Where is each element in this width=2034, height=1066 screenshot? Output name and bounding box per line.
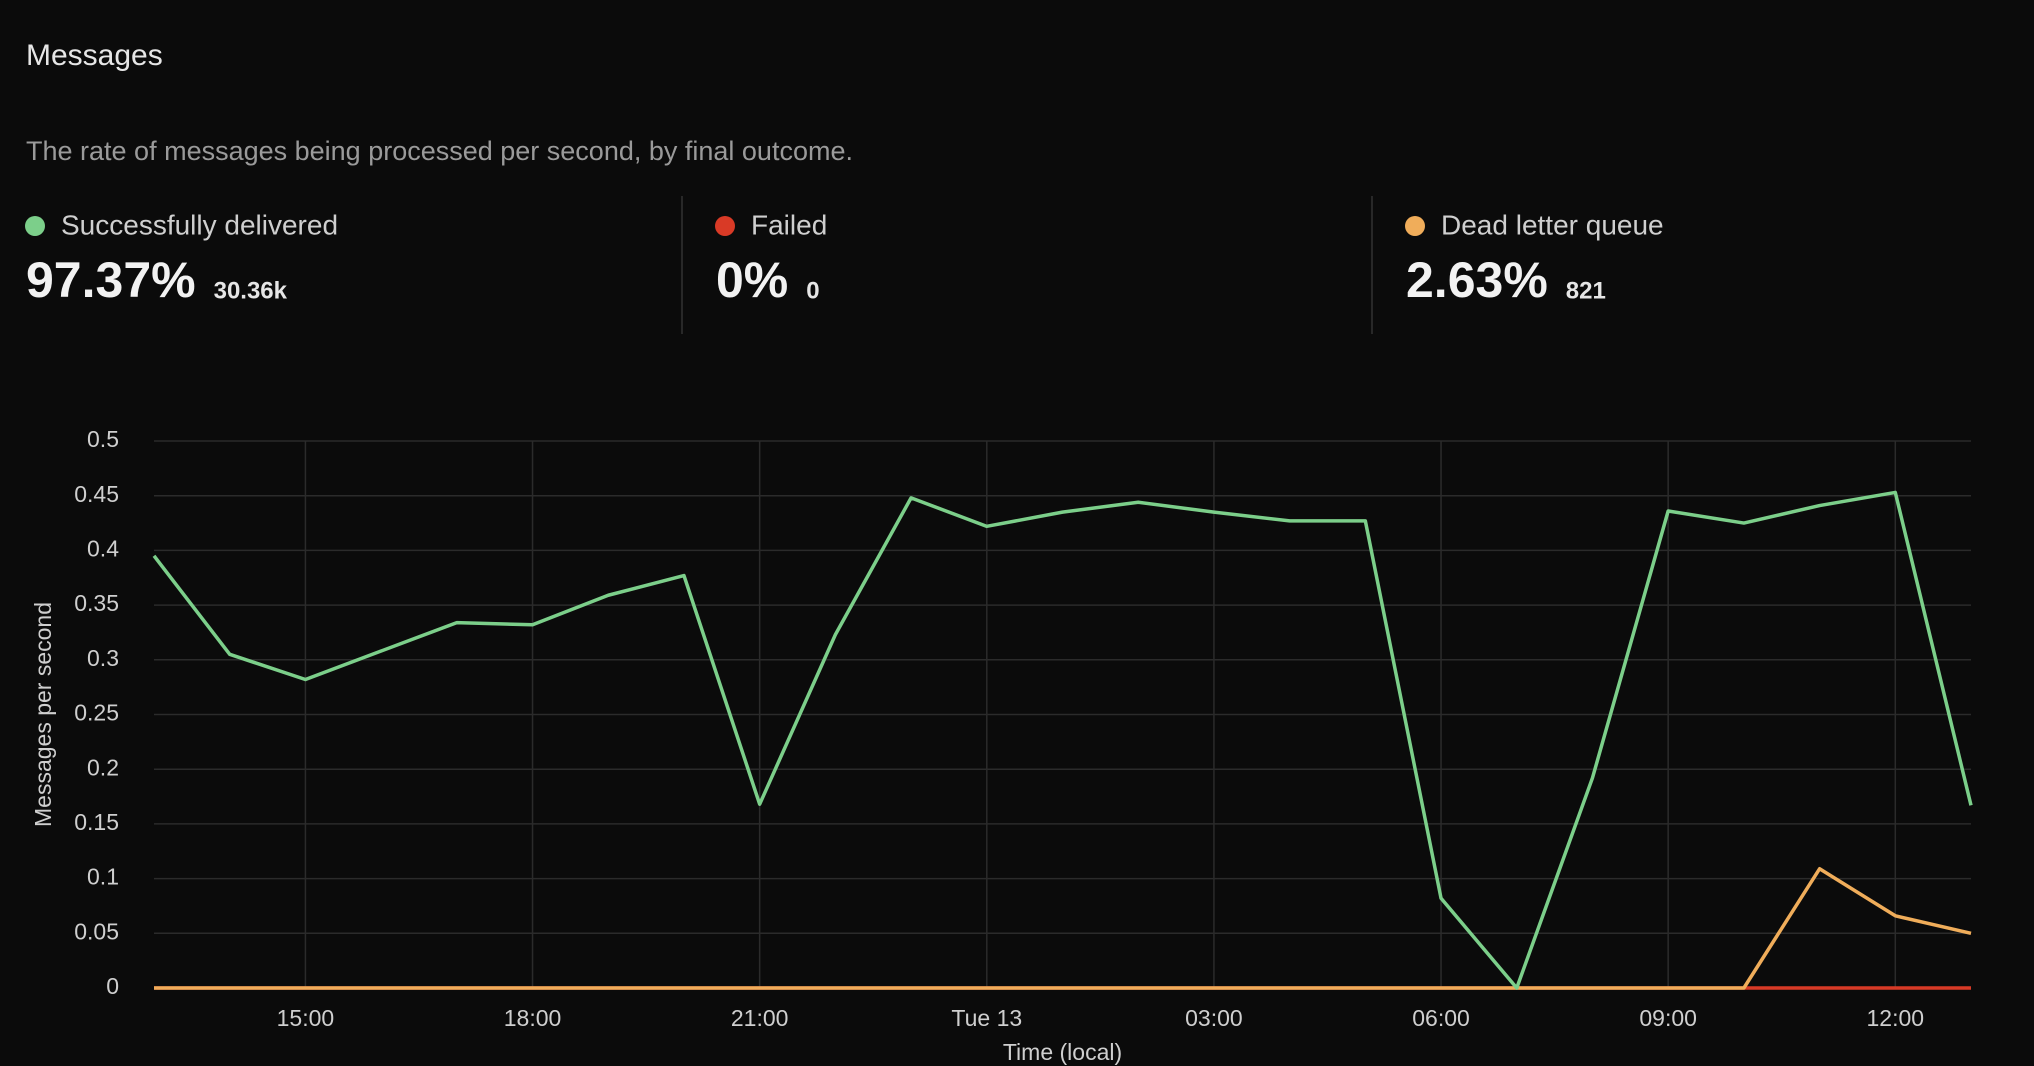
legend-dot bbox=[1405, 216, 1425, 236]
legend-label: Successfully delivered bbox=[61, 209, 338, 240]
y-tick-label: 0.45 bbox=[74, 481, 119, 507]
x-tick-label: 21:00 bbox=[731, 1005, 789, 1031]
x-tick-label: 09:00 bbox=[1639, 1005, 1697, 1031]
y-tick-label: 0.05 bbox=[74, 918, 119, 944]
series-line bbox=[154, 867, 1972, 990]
count-value: 30.36k bbox=[214, 277, 288, 304]
y-tick-label: 0.3 bbox=[87, 645, 119, 671]
x-axis-title: Time (local) bbox=[1003, 1039, 1122, 1065]
count-value: 0 bbox=[806, 277, 819, 304]
share-value: 2.63% bbox=[1406, 252, 1548, 308]
x-tick-label: 15:00 bbox=[277, 1005, 335, 1031]
y-tick-label: 0.35 bbox=[74, 590, 119, 616]
y-tick-label: 0.1 bbox=[87, 864, 119, 890]
series-line bbox=[152, 490, 1973, 990]
y-tick-label: 0 bbox=[106, 973, 119, 999]
legend-label: Failed bbox=[751, 209, 827, 240]
y-tick-label: 0.5 bbox=[87, 426, 119, 452]
x-tick-label: 03:00 bbox=[1185, 1005, 1243, 1031]
legend-dot bbox=[25, 216, 45, 236]
y-axis-title: Messages per second bbox=[30, 602, 56, 827]
x-tick-label: 18:00 bbox=[504, 1005, 562, 1031]
share-value: 97.37% bbox=[26, 252, 196, 308]
x-tick-label: 12:00 bbox=[1867, 1005, 1925, 1031]
panel-title: Messages bbox=[26, 39, 163, 72]
y-tick-label: 0.4 bbox=[87, 535, 119, 561]
y-tick-label: 0.15 bbox=[74, 809, 119, 835]
y-tick-label: 0.25 bbox=[74, 700, 119, 726]
x-tick-label: 06:00 bbox=[1412, 1005, 1470, 1031]
panel-subtitle: The rate of messages being processed per… bbox=[26, 136, 853, 166]
legend-label: Dead letter queue bbox=[1441, 209, 1664, 240]
count-value: 821 bbox=[1566, 277, 1606, 304]
share-value: 0% bbox=[716, 252, 788, 308]
y-tick-label: 0.2 bbox=[87, 754, 119, 780]
legend-dot bbox=[715, 216, 735, 236]
x-tick-label: Tue 13 bbox=[951, 1005, 1022, 1031]
